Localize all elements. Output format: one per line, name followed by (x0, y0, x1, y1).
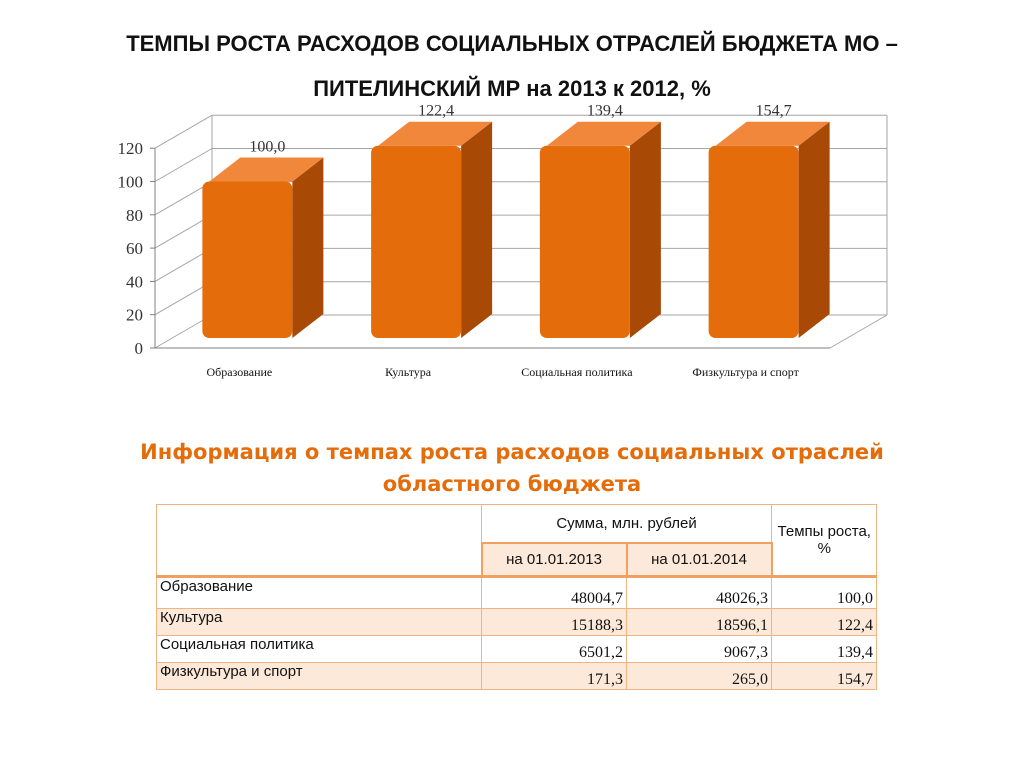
table-row: Физкультура и спорт 171,3 265,0 154,7 (156, 662, 878, 690)
bar (708, 121, 830, 338)
row-rate: 122,4 (771, 608, 878, 636)
row-rate: 154,7 (771, 662, 878, 690)
bar (539, 121, 661, 338)
bar (371, 121, 493, 338)
bar-top (209, 157, 324, 182)
table-title-line-2: областного бюджета (382, 472, 642, 496)
table-title-line-1: Информация о темпах роста расходов социа… (140, 440, 884, 464)
y-tick-label: 40 (126, 272, 143, 291)
bar-side (461, 121, 493, 338)
bar (202, 157, 324, 338)
column-header-sum: Сумма, млн. рублей (480, 504, 773, 543)
bar-top (378, 121, 493, 146)
chart-data-labels: 100,0 122,4 139,4 154,7 (249, 103, 791, 156)
x-tick-label: Социальная политика (521, 365, 633, 379)
data-label: 139,4 (587, 103, 623, 120)
row-value-2014: 18596,1 (625, 608, 773, 636)
row-name: Социальная политика (156, 635, 482, 663)
bar-side (798, 121, 830, 338)
y-tick-label: 120 (118, 139, 144, 158)
row-rate: 139,4 (771, 635, 878, 663)
growth-bar-chart: 0 20 40 60 80 100 120 100,0 122,4 139,4 154,7 Обр… (118, 103, 888, 379)
table-corner-cell (156, 504, 482, 577)
y-tick-label: 0 (135, 339, 144, 358)
table-row: Образование 48004,7 48026,3 100,0 (156, 575, 878, 609)
row-value-2013: 171,3 (481, 662, 627, 690)
data-label: 154,7 (756, 103, 792, 120)
column-header-date-2014: на 01.01.2014 (625, 541, 773, 578)
bar-top (715, 121, 830, 146)
row-name: Образование (156, 575, 482, 609)
y-tick-label: 60 (126, 239, 143, 258)
y-tick-label: 80 (126, 206, 143, 225)
y-axis: 0 20 40 60 80 100 120 (118, 139, 156, 358)
bar-side (292, 157, 324, 338)
row-name: Физкультура и спорт (156, 662, 482, 690)
table-row: Социальная политика 6501,2 9067,3 139,4 (156, 635, 878, 663)
column-header-date-2013: на 01.01.2013 (480, 541, 628, 578)
bar-side (629, 121, 661, 338)
bar-top (546, 121, 661, 146)
x-tick-label: Физкультура и спорт (692, 365, 799, 379)
data-label: 122,4 (418, 103, 454, 120)
row-name: Культура (156, 608, 482, 636)
bar-front (371, 145, 462, 338)
row-value-2013: 15188,3 (481, 608, 627, 636)
y-tick-label: 20 (126, 306, 143, 325)
page-title-line-1: ТЕМПЫ РОСТА РАСХОДОВ СОЦИАЛЬНЫХ ОТРАСЛЕЙ… (126, 31, 898, 56)
row-value-2013: 48004,7 (481, 575, 627, 609)
row-value-2014: 48026,3 (625, 575, 773, 609)
y-tick-label: 100 (118, 173, 144, 192)
x-tick-label: Образование (206, 365, 272, 379)
row-rate: 100,0 (771, 575, 878, 609)
row-value-2014: 9067,3 (625, 635, 773, 663)
data-label: 100,0 (249, 139, 285, 156)
bar-front (708, 145, 799, 338)
row-value-2014: 265,0 (625, 662, 773, 690)
bar-front (539, 145, 630, 338)
gridline-depth (154, 148, 213, 182)
x-axis: Образование Культура Социальная политика Фи… (155, 314, 888, 379)
gridline-depth (154, 114, 213, 149)
chart-bars (202, 121, 830, 338)
x-tick-label: Культура (385, 365, 432, 379)
row-value-2013: 6501,2 (481, 635, 627, 663)
floor-right-edge (829, 314, 888, 349)
column-header-rate: Темпы роста, % (771, 504, 878, 577)
expenses-table: Сумма, млн. рублей Темпы роста, % на 01.… (156, 504, 878, 690)
table-row: Культура 15188,3 18596,1 122,4 (156, 608, 878, 636)
page-title-line-2: ПИТЕЛИНСКИЙ МР на 2013 к 2012, % (313, 76, 711, 101)
bar-front (202, 181, 293, 338)
